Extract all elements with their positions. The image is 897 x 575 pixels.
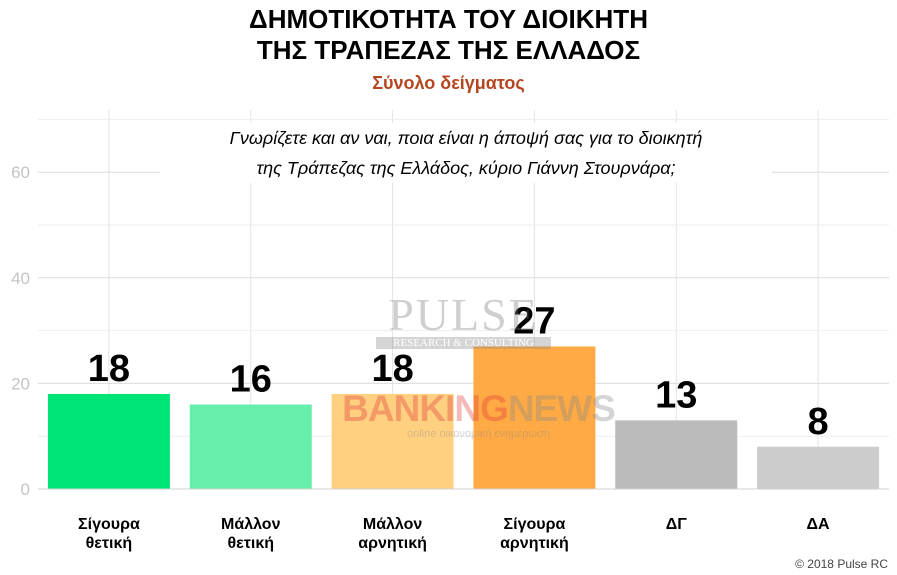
chart-title-line-2: ΤΗΣ ΤΡΑΠΕΖΑΣ ΤΗΣ ΕΛΛΑΔΟΣ: [256, 35, 641, 65]
question-line-2: της Τράπεζας της Ελλάδος, κύριο Γιάννη Σ…: [256, 158, 676, 178]
x-tick-label: Σίγουρα: [504, 516, 566, 533]
y-tick-label: 60: [11, 163, 30, 182]
bar: [615, 420, 738, 489]
chart-title-line-1: ΔΗΜΟΤΙΚΟΤΗΤΑ ΤΟΥ ΔΙΟΙΚΗΤΗ: [249, 4, 648, 34]
question-line-1: Γνωρίζετε και αν ναι, ποια είναι η άποψή…: [229, 128, 703, 148]
bar: [189, 404, 312, 489]
data-label: 16: [230, 359, 272, 401]
x-tick-label: ΔΑ: [807, 516, 831, 533]
bar: [47, 393, 170, 489]
data-label: 18: [88, 348, 130, 390]
x-tick-label: αρνητική: [500, 535, 569, 552]
chart-subtitle: Σύνολο δείγματος: [372, 73, 525, 93]
x-tick-label: Σίγουρα: [78, 516, 140, 533]
x-tick-label: Μάλλον: [363, 516, 423, 533]
bar: [331, 393, 454, 489]
chart-title: ΔΗΜΟΤΙΚΟΤΗΤΑ ΤΟΥ ΔΙΟΙΚΗΤΗ ΤΗΣ ΤΡΑΠΕΖΑΣ Τ…: [0, 4, 897, 66]
data-label: 27: [513, 300, 555, 342]
data-label: 13: [655, 374, 697, 416]
y-tick-label: 40: [11, 269, 30, 288]
question-text: Γνωρίζετε και αν ναι, ποια είναι η άποψή…: [160, 123, 772, 183]
y-tick-label: 0: [21, 480, 30, 499]
y-tick-label: 20: [11, 374, 30, 393]
copyright-text: © 2018 Pulse RC: [795, 557, 888, 571]
x-tick-label: αρνητική: [358, 535, 427, 552]
x-tick-label: θετική: [227, 535, 274, 552]
x-tick-label: θετική: [86, 535, 133, 552]
x-tick-label: Μάλλον: [221, 516, 281, 533]
x-tick-label: ΔΓ: [666, 516, 688, 533]
bar: [473, 346, 596, 489]
bar: [757, 446, 880, 489]
data-label: 8: [808, 401, 829, 443]
data-label: 18: [371, 348, 413, 390]
